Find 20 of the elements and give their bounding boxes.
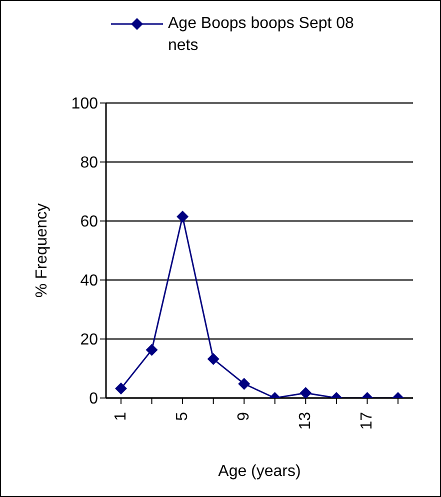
point (146, 344, 158, 356)
y-tick-label: 60 (80, 214, 98, 231)
y-tick-label: 0 (89, 390, 98, 408)
x-tick-label: 13 (297, 412, 314, 430)
x-tick-label: 9 (236, 412, 253, 421)
point (207, 353, 220, 366)
y-tick-label: 40 (80, 272, 98, 290)
x-tick-label: 5 (174, 412, 192, 421)
x-tick-label: 1 (112, 412, 130, 421)
x-axis-title: Age (years) (218, 463, 301, 480)
point (300, 386, 312, 398)
y-tick-label: 100 (71, 96, 98, 113)
y-tick-label: 80 (80, 154, 98, 172)
point (238, 378, 250, 390)
y-tick-label: 20 (80, 332, 98, 349)
y-axis-title: % Frequency (34, 203, 51, 298)
point (176, 210, 189, 223)
point (115, 382, 127, 395)
x-tick-label: 17 (358, 412, 376, 430)
legend-label: Age Boops boops Sept 08 nets (168, 15, 354, 54)
